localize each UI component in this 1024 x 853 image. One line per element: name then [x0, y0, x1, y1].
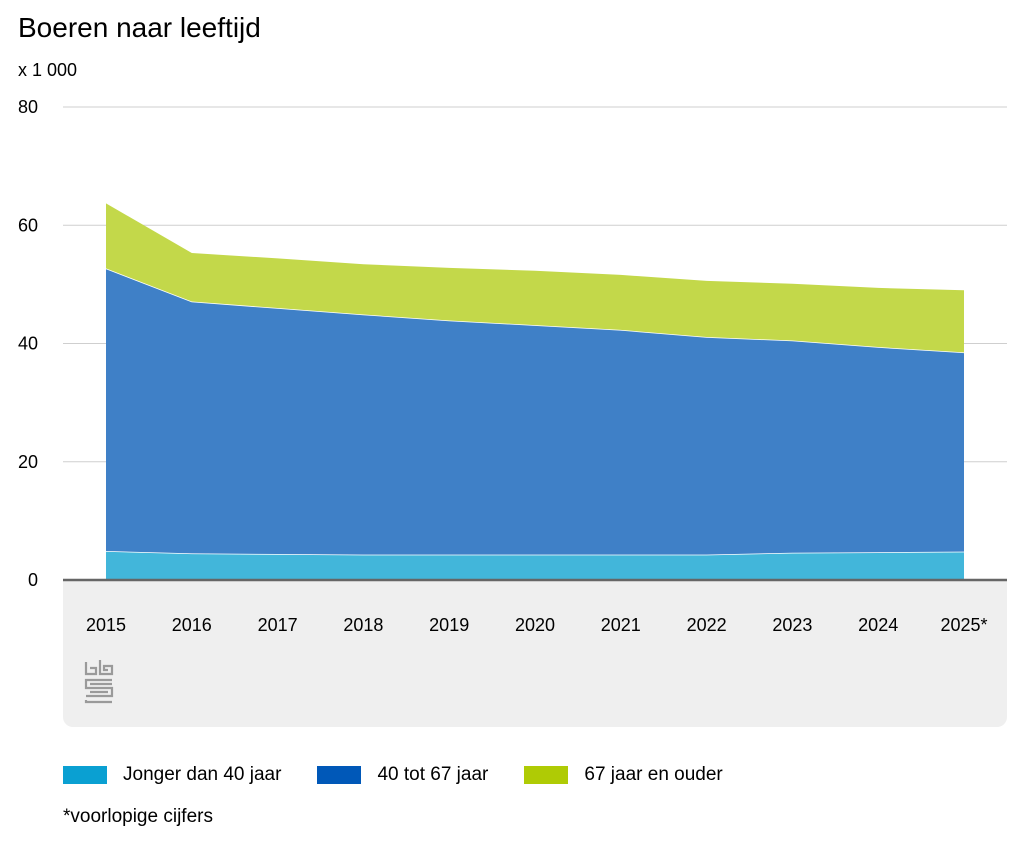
legend-label: 40 tot 67 jaar — [377, 764, 489, 785]
chart-title: Boeren naar leeftijd — [18, 12, 261, 43]
legend-item-2: 40 tot 67 jaar — [317, 764, 488, 786]
area-chart: 0 20 40 60 80 2015 2016 2017 2018 2019 2020 2021 202… — [18, 97, 1007, 635]
x-tick-label: 2024 — [858, 615, 898, 635]
footnote: *voorlopige cijfers — [63, 806, 213, 827]
x-tick-label: 2023 — [772, 615, 812, 635]
y-axis-unit-label: x 1 000 — [18, 60, 78, 80]
x-tick-label: 2015 — [86, 615, 126, 635]
legend-swatch — [317, 766, 362, 784]
legend-label: Jonger dan 40 jaar — [123, 764, 282, 785]
legend-item-1: Jonger dan 40 jaar — [63, 764, 281, 786]
x-tick-label: 2016 — [172, 615, 212, 635]
cbs-logo-icon — [84, 660, 114, 704]
legend-item-3: 67 jaar en ouder — [524, 764, 723, 786]
y-tick-label: 0 — [28, 570, 38, 590]
x-axis-panel — [63, 580, 1007, 727]
legend-swatch — [524, 766, 569, 784]
x-tick-label: 2017 — [258, 615, 298, 635]
area-series-3 — [106, 203, 964, 353]
x-tick-label: 2021 — [601, 615, 641, 635]
x-tick-label: 2019 — [429, 615, 469, 635]
x-tick-label: 2025* — [940, 615, 987, 635]
y-tick-label: 60 — [18, 215, 38, 235]
legend-label: 67 jaar en ouder — [584, 764, 723, 785]
legend: Jonger dan 40 jaar 40 tot 67 jaar 67 jaar … — [63, 764, 759, 786]
legend-swatch — [63, 766, 107, 784]
x-tick-label: 2020 — [515, 615, 555, 635]
y-tick-label: 40 — [18, 334, 38, 354]
area-series-1 — [106, 551, 964, 580]
y-tick-label: 20 — [18, 452, 38, 472]
x-tick-label: 2018 — [343, 615, 383, 635]
y-tick-label: 80 — [18, 97, 38, 117]
x-tick-label: 2022 — [687, 615, 727, 635]
area-series-2 — [106, 268, 964, 555]
